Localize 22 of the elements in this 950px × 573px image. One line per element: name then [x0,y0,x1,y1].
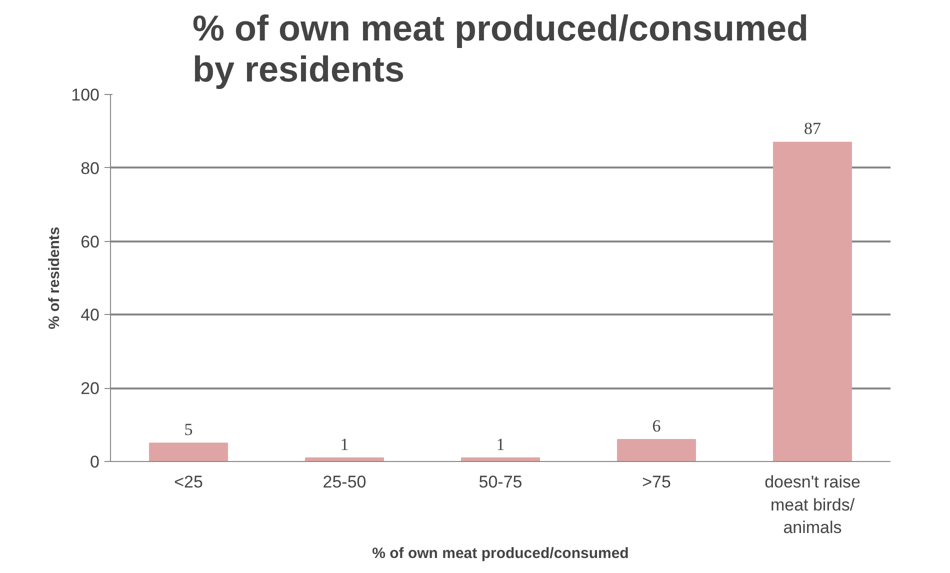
bar [617,438,696,462]
y-tick-label: 40 [80,306,100,325]
x-axis-title: % of own meat produced/consumed [372,545,629,562]
y-tick-label: 100 [71,86,100,104]
x-tick-label: doesn't raise meat birds/ animals [764,472,860,538]
data-label: 5 [184,420,193,440]
y-tick-label: 0 [90,452,100,472]
y-tick-label: 20 [80,379,100,398]
x-tick-label: <25 [174,472,203,492]
chart-title: % of own meat produced/consumed by residents [192,8,809,90]
y-tick-label: 80 [80,158,100,178]
bar [773,142,852,462]
bar [149,442,228,462]
x-tick-label: 25-50 [322,472,366,492]
x-tick-label: >75 [642,472,671,492]
x-tick-label: 50-75 [478,472,522,492]
y-tick-label: 60 [80,232,100,252]
data-label: 87 [804,119,822,138]
data-label: 1 [496,434,505,454]
data-label: 6 [652,416,661,436]
y-axis-title: % of residents [46,226,64,330]
data-label: 1 [340,434,349,454]
